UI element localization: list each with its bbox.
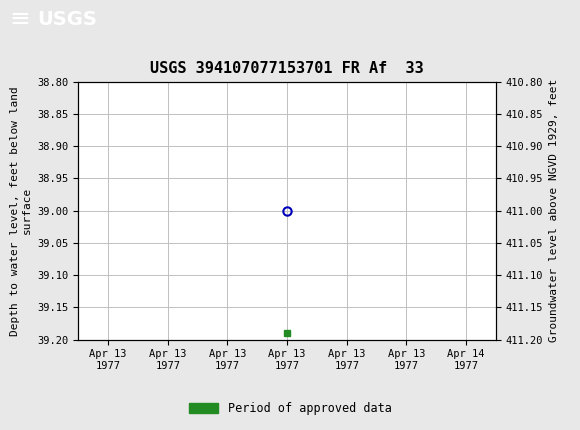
Y-axis label: Depth to water level, feet below land
surface: Depth to water level, feet below land su… bbox=[10, 86, 32, 335]
Y-axis label: Groundwater level above NGVD 1929, feet: Groundwater level above NGVD 1929, feet bbox=[549, 79, 559, 342]
Text: ≡: ≡ bbox=[10, 7, 31, 31]
Legend: Period of approved data: Period of approved data bbox=[184, 397, 396, 420]
Text: USGS: USGS bbox=[38, 10, 97, 29]
Title: USGS 394107077153701 FR Af  33: USGS 394107077153701 FR Af 33 bbox=[150, 61, 424, 77]
